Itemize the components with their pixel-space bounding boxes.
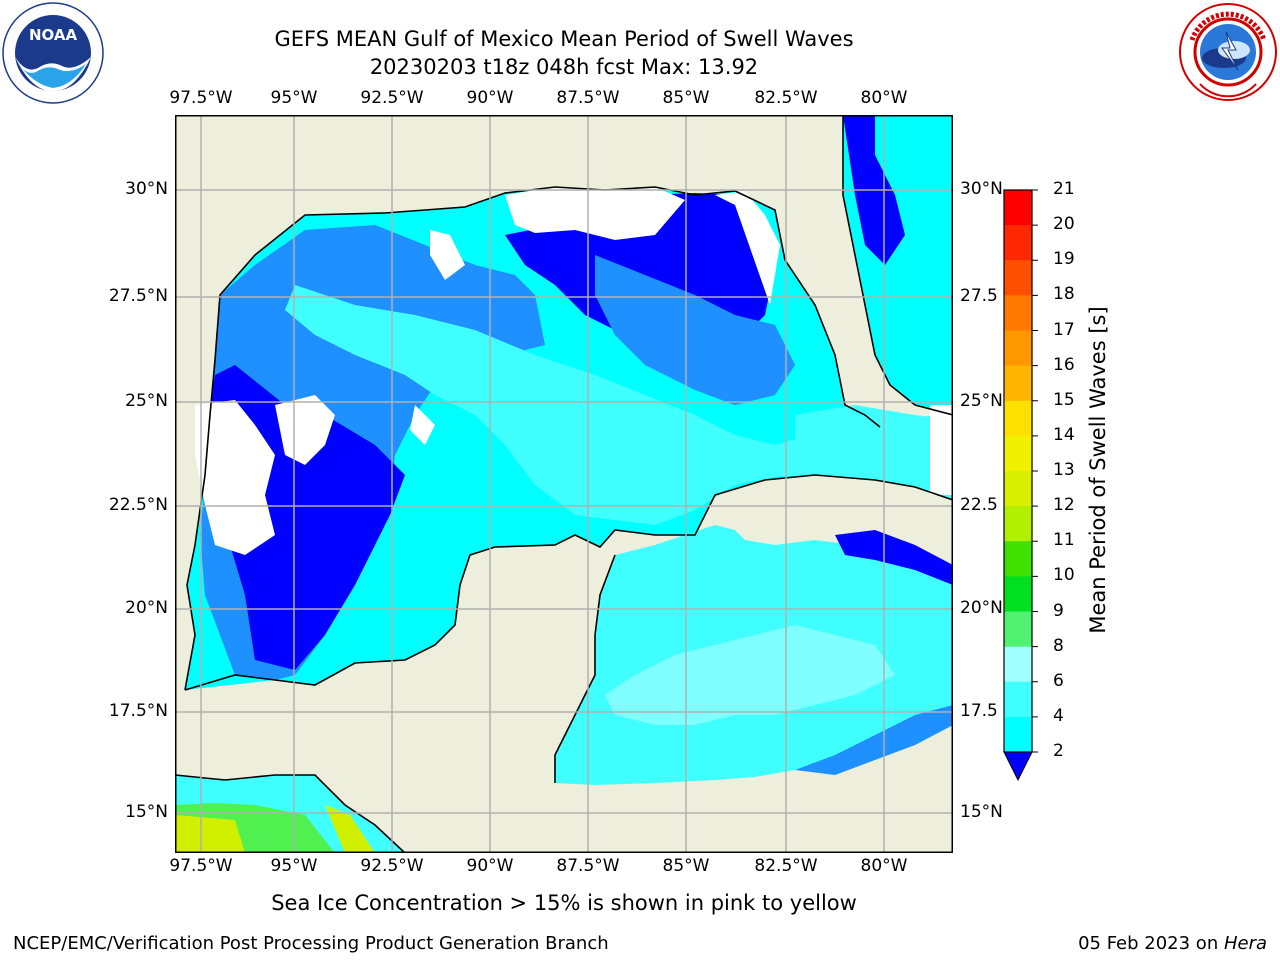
colorbar-tick-label: 19 [1053,249,1075,270]
lon-label-top: 82.5°W [754,88,818,108]
nws-logo [1179,3,1277,101]
lat-label-left: 30°N [125,179,168,199]
chart-title: GEFS MEAN Gulf of Mexico Mean Period of … [274,27,854,51]
colorbar-segment [1004,295,1032,331]
lat-label-left: 27.5°N [108,286,168,306]
colorbar-tick-label: 13 [1053,460,1075,480]
colorbar [1003,189,1038,782]
footer-credit: NCEP/EMC/Verification Post Processing Pr… [13,933,609,954]
footer-date-text: 05 Feb 2023 on [1078,933,1224,954]
footer-host: Hera [1223,933,1267,954]
lat-label-left: 17.5°N [108,701,168,721]
colorbar-segment [1004,365,1032,402]
lat-label-right: 27.5 [960,286,998,306]
colorbar-tick-label: 21 [1053,179,1075,199]
noaa-logo-text: NOAA [29,26,78,44]
lon-label-bottom: 90°W [466,856,514,876]
colorbar-segment [1004,646,1032,683]
colorbar-tick-label: 4 [1053,705,1064,726]
lat-label-left: 15°N [125,802,168,822]
lat-label-left: 20°N [125,598,168,618]
colorbar-segment [1004,400,1032,437]
colorbar-tick-label: 17 [1053,319,1075,340]
graticule [175,115,953,853]
colorbar-label: Mean Period of Swell Waves [s] [1086,306,1110,634]
lat-label-right: 30°N [960,179,1003,199]
caribbean-swell-2-4-south [795,705,953,775]
colorbar-tick-label: 14 [1053,424,1075,445]
colorbar-tick-label: 10 [1053,565,1075,586]
gulf-swell-4-6-east [595,255,795,405]
lat-label-right: 15°N [960,802,1003,822]
colorbar-tick-label: 20 [1053,214,1075,235]
lon-label-bottom: 82.5°W [754,856,818,876]
colorbar-segment [1004,260,1032,296]
no-data-bahamas [930,405,953,495]
colorbar-segment [1004,681,1032,718]
lon-label-bottom: 80°W [860,856,908,876]
lat-label-right: 22.5 [960,495,998,515]
colorbar-segment [1004,541,1032,577]
gulf-swell-8-9 [285,285,835,525]
colorbar-segment [1004,471,1032,507]
colorbar-segment [1004,716,1032,753]
straits-ocean [775,405,953,500]
lon-label-top: 97.5°W [169,88,233,108]
colorbar-tick-label: 12 [1053,495,1075,516]
footer-date: 05 Feb 2023 on Hera [1078,933,1267,954]
lon-label-top: 90°W [466,88,514,108]
lat-label-left: 22.5°N [108,495,168,515]
lon-label-top: 92.5°W [360,88,424,108]
no-data-patches [195,187,780,555]
lon-label-bottom: 97.5°W [169,856,233,876]
colorbar-segment [1004,435,1032,472]
lon-label-top: 85°W [662,88,710,108]
lon-label-bottom: 95°W [270,856,318,876]
colorbar-tick-label: 15 [1053,389,1075,410]
lat-label-right: 25°N [960,391,1003,411]
colorbar-segment [1004,330,1032,367]
lon-label-top: 87.5°W [556,88,620,108]
sea-ice-note: Sea Ice Concentration > 15% is shown in … [271,891,857,915]
map-border [175,115,953,853]
colorbar-extend-arrow [1003,751,1033,782]
pacific-swell-yellow-2 [325,805,375,853]
colorbar-tick-label: 16 [1053,354,1075,375]
lon-label-top: 80°W [860,88,908,108]
colorbar-tick-label: 8 [1053,635,1064,656]
lat-label-right: 20°N [960,598,1003,618]
colorbar-segment [1004,611,1032,648]
colorbar-tick-label: 2 [1053,741,1064,761]
colorbar-segment [1004,190,1032,226]
colorbar-segment [1004,506,1032,542]
lon-label-bottom: 87.5°W [556,856,620,876]
colorbar-segment [1004,576,1032,612]
lon-label-bottom: 85°W [662,856,710,876]
colorbar-tick-label: 18 [1053,284,1075,305]
chart-subtitle: 20230203 t18z 048h fcst Max: 13.92 [369,55,759,79]
caribbean-swell-2-4 [835,530,953,585]
colorbar-tick-label: 9 [1053,600,1064,621]
map-panel [175,115,953,853]
colorbar-tick-label: 6 [1053,670,1064,691]
lon-label-bottom: 92.5°W [360,856,424,876]
lon-label-top: 95°W [270,88,318,108]
colorbar-segment [1004,225,1032,261]
caribbean-swell-9-10 [605,625,895,725]
lat-label-left: 25°N [125,391,168,411]
lat-label-right: 17.5 [960,701,998,721]
pacific-swell-yellow [175,815,245,853]
colorbar-tick-label: 11 [1053,530,1075,551]
noaa-logo: NOAA [2,2,104,104]
